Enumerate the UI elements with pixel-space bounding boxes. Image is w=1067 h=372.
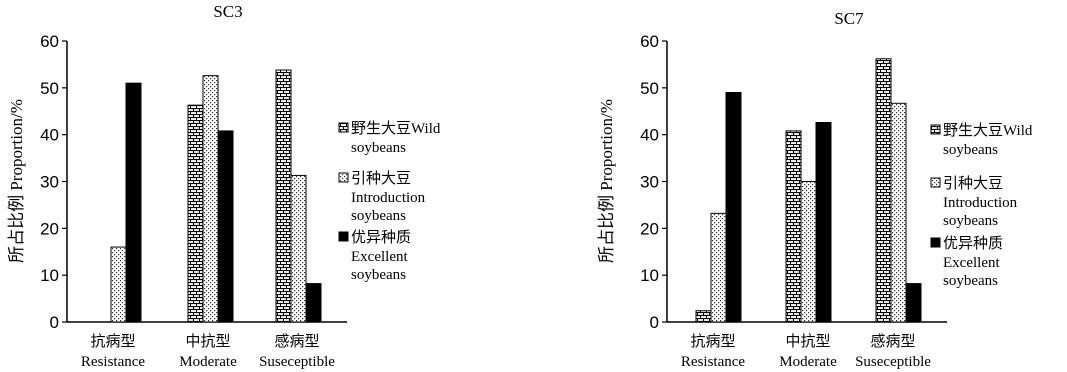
legend-swatch [930, 237, 941, 248]
legend-label-en: soybeans [943, 142, 998, 158]
bar-1-cat-3 [875, 58, 892, 323]
legend-label-en: soybeans [351, 140, 406, 156]
y-tick-label: 50 [40, 79, 59, 98]
y-tick-label: 0 [50, 313, 59, 332]
x-tick-label-en: Resistance [681, 354, 745, 370]
y-tick-label: 0 [650, 313, 659, 332]
y-tick-label: 50 [640, 79, 659, 98]
x-tick-label-cn: 中抗型 [785, 333, 830, 350]
legend-swatch [338, 122, 349, 133]
legend-label-en: Excellent [943, 255, 1000, 271]
y-tick-label: 10 [640, 266, 659, 285]
legend-label-en: Excellent [351, 249, 408, 265]
bar-2-cat-2 [202, 75, 219, 323]
legend-swatch [930, 124, 941, 135]
y-tick-label: 10 [40, 266, 59, 285]
bar-3-cat-2 [815, 121, 832, 323]
y-tick-label: 30 [40, 173, 59, 192]
x-tick-label-en: Suseceptible [259, 354, 335, 370]
y-tick-label: 20 [40, 219, 59, 238]
legend-label-en: Introduction [943, 195, 1018, 211]
bar-3-cat-1 [725, 92, 742, 323]
chart-title: SC3 [213, 2, 242, 21]
x-tick-label-cn: 感病型 [274, 333, 319, 350]
bar-1-cat-2 [785, 130, 802, 323]
y-tick-label: 40 [40, 126, 59, 145]
legend-swatch [338, 172, 349, 183]
legend-label-en2: soybeans [351, 208, 406, 224]
bar-3-cat-3 [305, 283, 322, 323]
x-tick-label-cn: 抗病型 [690, 333, 735, 350]
legend-label-en2: soybeans [943, 273, 998, 289]
legend-label-en2: soybeans [351, 267, 406, 283]
y-axis-label: 所占比例 Proportion/% [7, 99, 26, 263]
y-tick-label: 60 [640, 32, 659, 51]
legend-label: 优异种质 [351, 229, 411, 246]
legend-label: 野生大豆Wild [943, 122, 1033, 139]
bar-3-cat-2 [217, 130, 234, 323]
y-axis-label: 所占比例 Proportion/% [597, 99, 616, 263]
x-tick-label-cn: 感病型 [870, 333, 915, 350]
legend-label: 野生大豆Wild [351, 120, 441, 137]
x-tick-label-en: Resistance [81, 354, 145, 370]
chart-panel-2: SC7 所占比例 Proportion/% 0 10 20 30 40 50 60 抗病型 Resi… [597, 9, 1033, 370]
bar-2-cat-1 [110, 246, 127, 323]
chart-title: SC7 [834, 9, 864, 28]
x-tick-label-en: Moderate [779, 354, 837, 370]
bar-1-cat-2 [187, 104, 204, 323]
legend-label: 引种大豆 [351, 170, 411, 187]
bar-2-cat-3 [890, 102, 907, 323]
bar-2-cat-3 [290, 174, 307, 323]
y-tick-label: 20 [640, 219, 659, 238]
bar-2-cat-2 [800, 181, 817, 323]
bar-1-cat-3 [275, 69, 292, 323]
legend-swatch [930, 177, 941, 188]
y-tick-label: 40 [640, 126, 659, 145]
legend-label: 引种大豆 [943, 175, 1003, 192]
bar-1-cat-1 [695, 310, 712, 323]
chart-panel-1: SC3 所占比例 Proportion/% 0 10 20 30 40 50 60 抗病型 Resi… [7, 2, 441, 370]
bar-3-cat-3 [905, 283, 922, 323]
legend-label: 优异种质 [943, 235, 1003, 252]
y-tick-label: 30 [640, 173, 659, 192]
legend-label-en2: soybeans [943, 213, 998, 229]
legend-swatch [338, 231, 349, 242]
x-tick-label-cn: 中抗型 [185, 333, 230, 350]
y-tick-label: 60 [40, 32, 59, 51]
bar-2-cat-1 [710, 212, 727, 323]
x-tick-label-en: Suseceptible [855, 354, 931, 370]
legend-label-en: Introduction [351, 190, 426, 206]
x-tick-label-en: Moderate [179, 354, 237, 370]
bar-3-cat-1 [125, 82, 142, 323]
x-tick-label-cn: 抗病型 [90, 333, 135, 350]
